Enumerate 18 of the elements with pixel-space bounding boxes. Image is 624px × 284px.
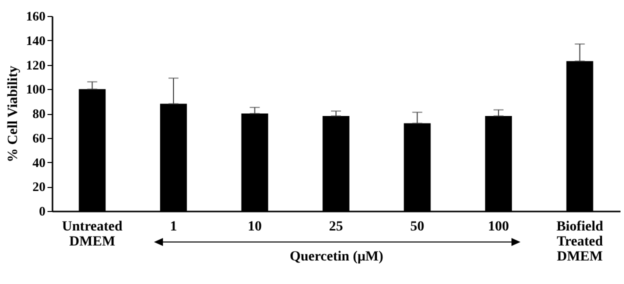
y-axis-title: % Cell Viability xyxy=(6,66,21,162)
x-tick-label: 10 xyxy=(248,220,262,234)
x-tick-label: 100 xyxy=(488,220,510,234)
x-tick-label: 25 xyxy=(329,220,343,234)
y-tick-label: 60 xyxy=(32,130,46,146)
y-tick-label: 40 xyxy=(32,154,46,170)
y-tick-label: 100 xyxy=(26,82,46,97)
x-tick-label: Biofield Treated DMEM xyxy=(556,220,604,264)
y-tick-label: 120 xyxy=(26,57,46,72)
y-tick-label: 80 xyxy=(32,106,46,121)
y-tick-label: 0 xyxy=(39,204,46,218)
x-tick-label: Untreated DMEM xyxy=(62,220,123,250)
x-tick-label: 50 xyxy=(410,220,424,234)
x-axis-title: Quercetin (μM) xyxy=(290,250,384,264)
x-tick-label: 1 xyxy=(170,220,177,234)
y-tick-label: 20 xyxy=(32,179,46,194)
y-tick-label: 140 xyxy=(26,32,46,48)
y-tick-label: 160 xyxy=(26,8,46,24)
